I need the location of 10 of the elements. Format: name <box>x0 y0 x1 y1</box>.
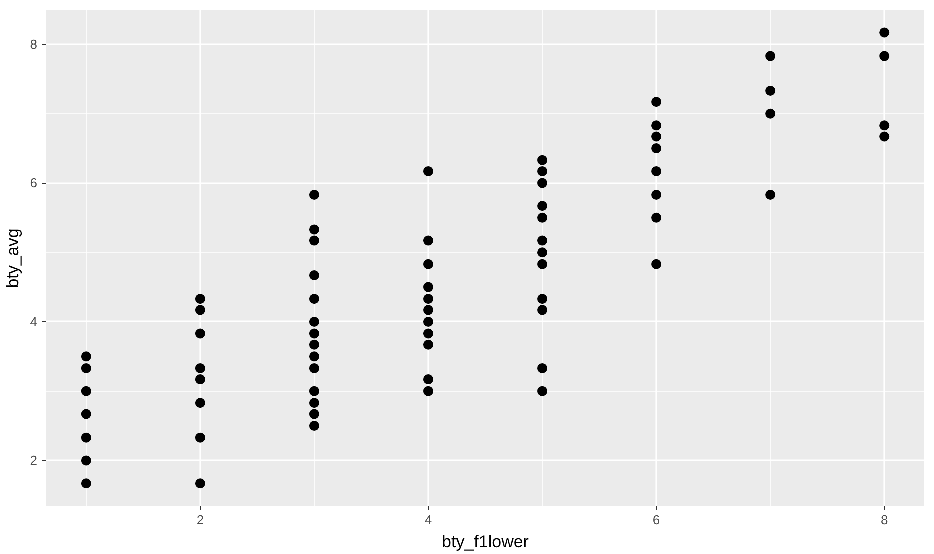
x-tick-label: 2 <box>196 512 204 528</box>
x-tick-label: 6 <box>652 512 660 528</box>
y-tick-label: 4 <box>30 314 38 330</box>
y-tick-label: 2 <box>30 453 38 468</box>
y-axis-title: bty_avg <box>3 228 22 288</box>
y-tick-label: 6 <box>30 176 38 191</box>
y-tick-label: 8 <box>30 36 38 52</box>
x-tick-label: 8 <box>880 512 888 528</box>
x-tick-label: 4 <box>424 512 432 528</box>
x-axis-title: bty_f1lower <box>442 532 530 552</box>
